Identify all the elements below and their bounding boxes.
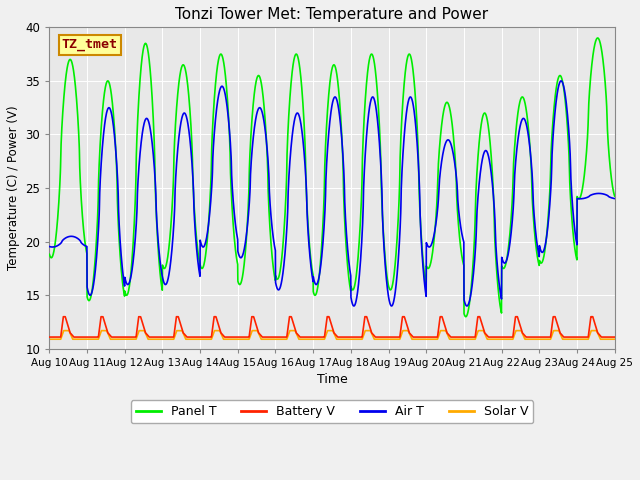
- Solar V: [45, 336, 53, 342]
- Panel T: [287, 85, 294, 91]
- Legend: Panel T, Battery V, Air T, Solar V: Panel T, Battery V, Air T, Solar V: [131, 400, 534, 423]
- Air T: [143, 116, 151, 122]
- Panel T: [143, 45, 151, 51]
- Air T: [611, 196, 618, 202]
- Panel T: [45, 252, 53, 257]
- Battery V: [45, 334, 53, 340]
- Solar V: [60, 328, 68, 334]
- Solar V: [611, 336, 618, 342]
- Battery V: [60, 314, 67, 320]
- Panel T: [600, 65, 608, 71]
- Line: Solar V: Solar V: [49, 331, 614, 339]
- Solar V: [110, 336, 118, 342]
- Air T: [262, 135, 270, 141]
- Line: Panel T: Panel T: [49, 38, 614, 317]
- Air T: [110, 127, 118, 132]
- Battery V: [539, 334, 547, 340]
- Solar V: [144, 335, 152, 341]
- Title: Tonzi Tower Met: Temperature and Power: Tonzi Tower Met: Temperature and Power: [175, 7, 488, 22]
- Solar V: [600, 336, 607, 342]
- Solar V: [262, 336, 270, 342]
- Air T: [463, 303, 470, 309]
- Line: Battery V: Battery V: [49, 317, 614, 337]
- Air T: [557, 78, 565, 84]
- Panel T: [611, 193, 618, 199]
- Panel T: [110, 117, 118, 123]
- Air T: [539, 249, 547, 255]
- Panel T: [462, 314, 470, 320]
- Air T: [287, 149, 294, 155]
- Text: TZ_tmet: TZ_tmet: [62, 38, 118, 51]
- Air T: [45, 244, 53, 250]
- Battery V: [144, 332, 152, 338]
- Y-axis label: Temperature (C) / Power (V): Temperature (C) / Power (V): [7, 106, 20, 270]
- Air T: [600, 191, 608, 197]
- X-axis label: Time: Time: [317, 373, 348, 386]
- Solar V: [539, 336, 547, 342]
- Solar V: [287, 328, 294, 334]
- Battery V: [600, 334, 607, 340]
- Battery V: [110, 334, 118, 340]
- Panel T: [539, 258, 547, 264]
- Battery V: [287, 314, 294, 320]
- Panel T: [594, 35, 602, 41]
- Panel T: [262, 132, 270, 138]
- Battery V: [611, 334, 618, 340]
- Line: Air T: Air T: [49, 81, 614, 306]
- Battery V: [262, 334, 270, 340]
